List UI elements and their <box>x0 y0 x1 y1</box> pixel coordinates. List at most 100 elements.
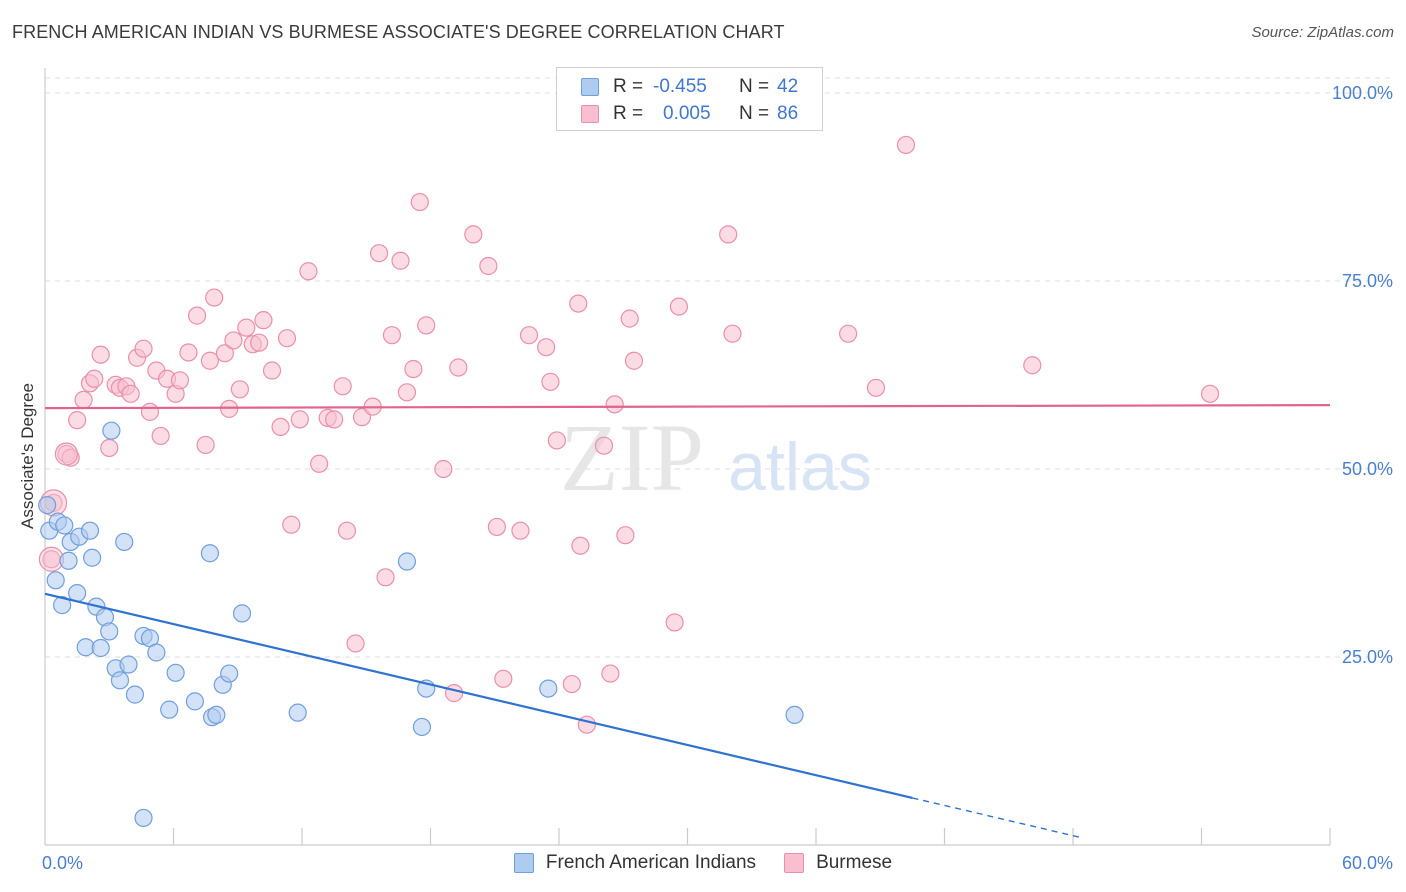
data-point <box>185 692 205 711</box>
data-point <box>55 516 74 535</box>
legend-item-french-american-indians[interactable]: French American Indians <box>513 852 756 874</box>
data-point <box>541 372 560 391</box>
data-point <box>601 664 620 683</box>
data-point <box>785 705 804 725</box>
data-point <box>125 685 145 704</box>
data-point <box>562 674 581 694</box>
data-point <box>839 324 858 343</box>
data-point <box>412 717 432 737</box>
data-point <box>100 622 119 641</box>
data-point <box>134 808 153 828</box>
data-point <box>624 351 644 370</box>
data-point <box>83 548 102 567</box>
data-point <box>397 552 417 571</box>
data-point <box>723 324 742 343</box>
data-point <box>896 135 916 155</box>
data-point <box>134 339 153 358</box>
n-label: N = <box>739 76 770 97</box>
trend-lines <box>44 404 1331 839</box>
data-point <box>215 344 234 363</box>
r-label: R = <box>613 103 644 124</box>
data-point <box>115 532 134 552</box>
source-label: Source: ZipAtlas.com <box>1251 24 1394 41</box>
data-point <box>325 410 344 429</box>
legend-item-burmese[interactable]: Burmese <box>784 852 892 874</box>
data-point <box>200 351 220 370</box>
data-point <box>511 521 530 540</box>
data-point <box>288 703 307 722</box>
data-point <box>100 438 119 458</box>
y-tick-label: 100.0% <box>1332 83 1393 103</box>
data-point <box>85 369 104 388</box>
data-point <box>110 671 130 690</box>
n-value: 86 <box>777 103 799 124</box>
data-point <box>665 613 684 632</box>
data-point <box>719 225 738 244</box>
data-point <box>46 571 65 590</box>
data-point <box>616 526 635 545</box>
data-point <box>91 638 110 658</box>
chart-title: FRENCH AMERICAN INDIAN VS BURMESE ASSOCI… <box>12 22 785 42</box>
data-point <box>404 359 423 379</box>
burmese-points <box>38 135 1220 734</box>
data-point <box>519 326 539 345</box>
data-point <box>53 596 72 615</box>
pink-swatch <box>581 105 599 123</box>
data-point <box>196 435 215 455</box>
data-point <box>479 256 498 276</box>
data-point <box>866 378 886 397</box>
data-point <box>577 715 596 734</box>
data-point <box>370 244 389 263</box>
data-point <box>59 551 78 570</box>
data-point <box>449 358 468 377</box>
data-point <box>397 383 417 402</box>
data-point <box>1200 384 1220 403</box>
axes <box>44 68 1331 846</box>
data-point <box>444 684 464 703</box>
y-axis-label: Associate's Degree <box>18 383 37 529</box>
r-value: -0.455 <box>653 76 707 97</box>
data-point <box>277 329 297 348</box>
stats-legend: R = -0.455 N = 42 R = 0.005 N = 86 <box>556 67 823 131</box>
x-tick-label: 60.0% <box>1342 853 1393 873</box>
data-point <box>594 436 614 455</box>
data-point <box>254 311 273 330</box>
data-point <box>205 288 224 307</box>
data-point <box>299 262 318 281</box>
data-point <box>282 515 301 534</box>
data-point <box>170 371 190 390</box>
data-point <box>140 402 160 421</box>
data-point <box>237 318 256 337</box>
legend-row-french-american-indians: R = -0.455 N = 42 <box>581 74 798 100</box>
x-tick-labels: 0.0% 60.0% <box>42 853 1393 873</box>
data-point <box>547 431 566 450</box>
data-point <box>410 192 429 212</box>
data-point <box>569 294 588 313</box>
watermark-zip: ZIP <box>560 404 704 511</box>
data-point <box>346 634 365 653</box>
data-point <box>232 604 252 623</box>
data-point <box>151 426 170 446</box>
data-point <box>571 536 590 555</box>
data-point <box>333 377 352 396</box>
legend-row-burmese: R = 0.005 N = 86 <box>581 101 798 127</box>
y-tick-labels: 25.0% 50.0% 75.0% 100.0% <box>1332 83 1393 667</box>
data-point <box>310 454 329 473</box>
data-point <box>539 679 558 698</box>
legend-label: Burmese <box>816 852 893 873</box>
series-legend: French American Indians Burmese <box>0 852 1406 874</box>
r-label: R = <box>613 76 644 97</box>
data-point <box>207 705 226 725</box>
data-point <box>220 664 239 683</box>
data-point <box>605 395 624 414</box>
data-point <box>464 225 483 244</box>
trend-line-french-american-indians <box>44 592 913 799</box>
french-american-indian-points <box>38 421 804 828</box>
gridlines <box>45 77 1392 658</box>
data-point <box>382 326 402 345</box>
data-point <box>220 399 239 418</box>
data-point <box>80 521 100 540</box>
data-point <box>224 331 243 350</box>
data-point <box>271 417 290 437</box>
data-point <box>38 496 57 515</box>
